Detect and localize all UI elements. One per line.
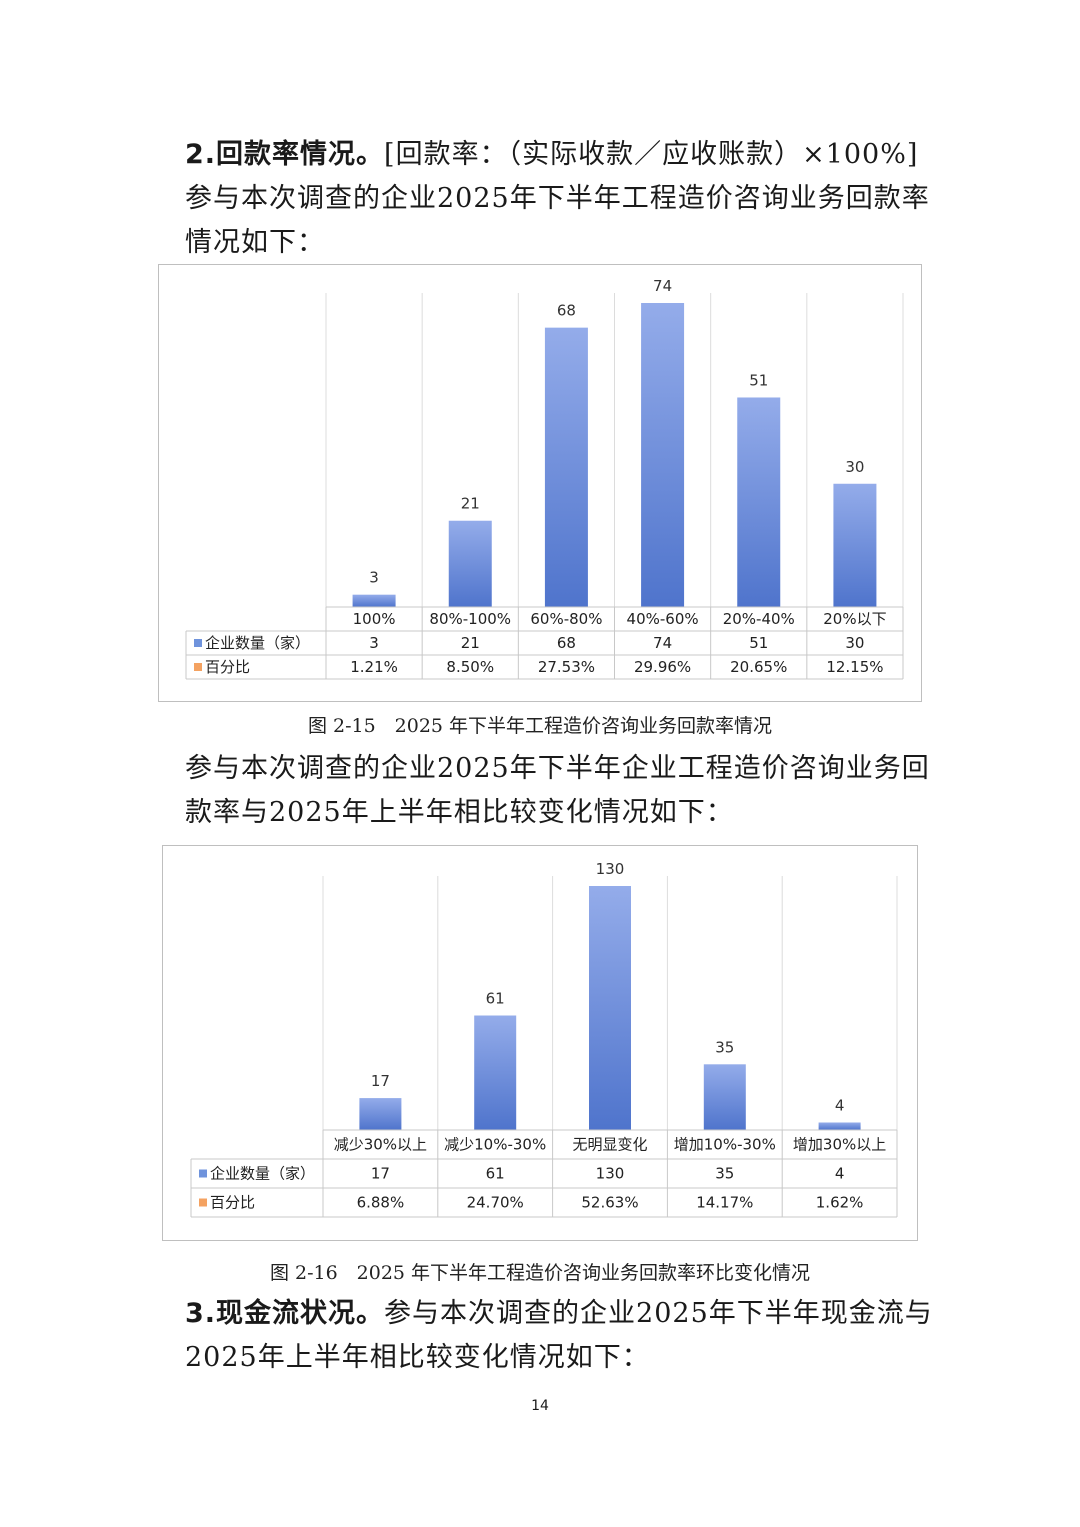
table-cell: 74	[653, 634, 672, 652]
table-cell: 1.21%	[350, 658, 398, 676]
table-cell: 35	[715, 1165, 734, 1183]
table-cell: 24.70%	[467, 1194, 524, 1212]
section2-heading: 2.回款率情况。	[185, 139, 385, 170]
table-cell: 21	[461, 634, 480, 652]
section3-heading: 3.现金流状况。	[185, 1298, 385, 1329]
bar	[474, 1015, 517, 1130]
tick-label: 增加10%-30%	[674, 1136, 776, 1154]
table-cell: 6.88%	[357, 1194, 405, 1212]
data-label: 68	[557, 302, 576, 320]
figure-caption-2-15: 图 2-15 2025 年下半年工程造价咨询业务回款率情况	[307, 715, 773, 737]
data-label: 35	[715, 1038, 734, 1056]
table-cell: 29.96%	[634, 658, 691, 676]
data-label: 30	[845, 458, 864, 476]
table-cell: 20.65%	[730, 658, 787, 676]
bar	[448, 520, 492, 607]
section2-intro: 参与本次调查的企业2025年下半年工程造价咨询业务回款率情况如下：	[185, 183, 930, 258]
table-cell: 51	[749, 634, 768, 652]
tick-label: 100%	[353, 610, 396, 628]
tick-label: 40%-60%	[627, 610, 699, 628]
table-cell: 14.17%	[696, 1194, 753, 1212]
chart-payback-rate-svg: 3 21 68 74 51 30 100% 80%-100% 60%-80% 40%-60% 20%…	[185, 277, 904, 680]
tick-label: 无明显变化	[572, 1136, 647, 1154]
data-label: 51	[749, 371, 768, 389]
bar	[589, 886, 631, 1130]
legend-label: 百分比	[210, 1194, 255, 1212]
table-cell: 27.53%	[538, 658, 595, 676]
legend-label: 企业数量（家）	[210, 1165, 315, 1183]
bar	[818, 1122, 861, 1130]
mid-intro: 参与本次调查的企业2025年下半年企业工程造价咨询业务回款率与2025年上半年相…	[185, 753, 930, 828]
data-label: 61	[486, 990, 505, 1008]
table-cell: 17	[371, 1165, 390, 1183]
tick-label: 20%-40%	[723, 610, 795, 628]
bar	[737, 397, 781, 607]
table-cell: 130	[596, 1165, 625, 1183]
table-cell: 4	[835, 1165, 845, 1183]
legend-label: 企业数量（家）	[205, 634, 310, 652]
bar	[833, 483, 877, 607]
legend-key	[194, 663, 202, 671]
section2-heading-line: 2.回款率情况。[回款率：（实际收款／应收账款）×100%]	[130, 133, 950, 177]
table-cell: 30	[845, 634, 864, 652]
tick-label: 80%-100%	[429, 610, 511, 628]
page-number: 14	[531, 1398, 549, 1414]
data-label: 74	[653, 277, 672, 295]
bar	[359, 1098, 402, 1130]
section3-intro: 参与本次调查的企业2025年下半年现金流与2025年上半年相比较变化情况如下：	[185, 1298, 933, 1373]
legend-key	[199, 1169, 207, 1178]
bar	[641, 303, 685, 607]
chart-payback-rate: 3 21 68 74 51 30 100% 80%-100% 60%-80% 40%-60% 20%…	[158, 264, 922, 702]
section3-paragraph: 3.现金流状况。参与本次调查的企业2025年下半年现金流与2025年上半年相比较…	[130, 1292, 950, 1380]
data-label: 130	[596, 860, 625, 878]
tick-label: 减少30%以上	[334, 1136, 427, 1154]
tick-label: 60%-80%	[530, 610, 602, 628]
data-label: 4	[835, 1096, 845, 1114]
legend-key	[199, 1198, 207, 1207]
data-label: 21	[461, 495, 480, 513]
section2-formula: [回款率：（实际收款／应收账款）×100%]	[384, 139, 919, 170]
data-label: 3	[369, 569, 379, 587]
legend-key	[194, 639, 202, 647]
tick-label: 20%以下	[823, 610, 886, 628]
table-cell: 61	[486, 1165, 505, 1183]
table-cell: 8.50%	[446, 658, 494, 676]
data-label: 17	[371, 1072, 390, 1090]
table-cell: 68	[557, 634, 576, 652]
bar	[544, 327, 588, 607]
bar	[703, 1064, 746, 1130]
chart-payback-change-svg: 17 61 130 35 4 减少30%以上 减少10%-30% 无明显变化 增加10%-30%…	[190, 860, 898, 1218]
table-cell: 12.15%	[826, 658, 883, 676]
figure-caption-2-16: 图 2-16 2025 年下半年工程造价咨询业务回款率环比变化情况	[269, 1262, 811, 1284]
chart-payback-change: 17 61 130 35 4 减少30%以上 减少10%-30% 无明显变化 增加10%-30%…	[162, 845, 918, 1241]
legend-label: 百分比	[205, 658, 250, 676]
table-cell: 3	[369, 634, 379, 652]
bar	[352, 594, 396, 607]
table-cell: 1.62%	[816, 1194, 864, 1212]
table-cell: 52.63%	[581, 1194, 638, 1212]
tick-label: 增加30%以上	[793, 1136, 886, 1154]
tick-label: 减少10%-30%	[444, 1136, 546, 1154]
